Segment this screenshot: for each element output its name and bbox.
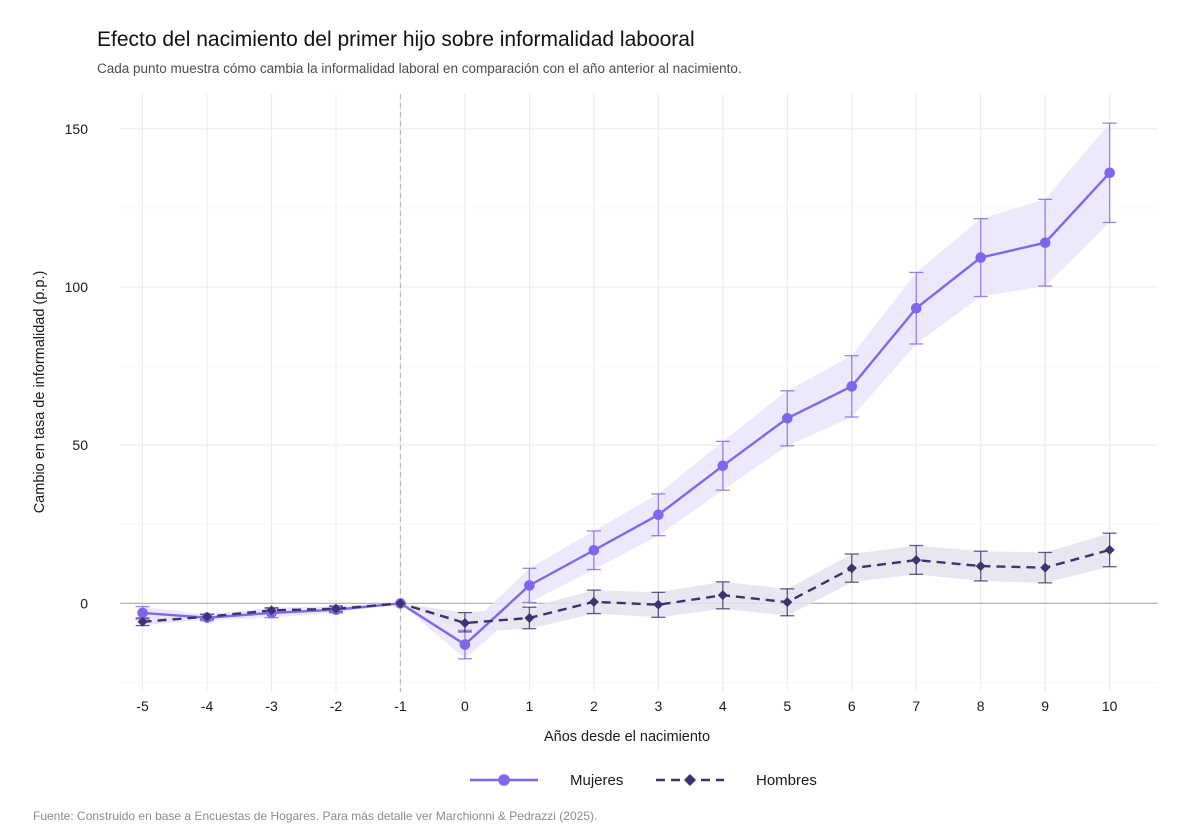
x-tick-label: 4: [719, 698, 727, 714]
data-point-hombres: [202, 611, 213, 622]
data-point-hombres: [266, 605, 277, 616]
confidence-band-hombres: [142, 533, 1110, 632]
y-tick-label: 0: [80, 595, 88, 611]
data-point-hombres: [459, 618, 470, 629]
data-point-hombres: [524, 612, 535, 623]
data-point-hombres: [846, 563, 857, 574]
x-tick-label: 6: [848, 698, 856, 714]
data-point-mujeres: [717, 460, 729, 472]
x-tick-label: 9: [1041, 698, 1049, 714]
data-point-hombres: [137, 616, 148, 627]
series-line-mujeres: [142, 171, 1111, 646]
data-point-hombres: [395, 598, 406, 609]
data-point-hombres: [911, 555, 922, 566]
tick-labels: 0 50 100 150 -5 -4 -3 -2 -1 0 1 2 3 4 5 6 7 8 9 10: [65, 121, 1118, 714]
data-point-hombres: [330, 603, 341, 614]
data-point-hombres: [653, 599, 664, 610]
confidence-bands: [142, 123, 1110, 659]
data-point-mujeres: [975, 252, 987, 263]
legend-item-hombres: Hombres: [656, 772, 817, 789]
x-tick-label: 8: [977, 698, 985, 714]
y-tick-label: 50: [72, 437, 88, 453]
chart-caption: Fuente: Construido en base a Encuestas d…: [33, 809, 598, 823]
x-tick-label: 2: [590, 698, 598, 714]
data-point-hombres: [782, 597, 793, 608]
x-tick-label: -2: [330, 698, 343, 714]
data-point-hombres: [975, 561, 986, 572]
data-point-hombres: [588, 596, 599, 607]
data-point-mujeres: [1039, 237, 1051, 249]
x-tick-label: 7: [912, 698, 920, 714]
x-axis-title: Años desde el nacimiento: [544, 729, 710, 745]
data-point-mujeres: [588, 544, 600, 556]
y-tick-label: 150: [65, 121, 89, 137]
series-points: [137, 167, 1115, 650]
data-point-mujeres: [910, 302, 922, 314]
legend-marker-hombres: [684, 774, 696, 786]
x-tick-label: 0: [461, 698, 469, 714]
data-point-mujeres: [459, 639, 471, 650]
y-tick-label: 100: [65, 279, 89, 295]
data-point-mujeres: [653, 509, 664, 521]
y-axis-title: Cambio en tasa de informalidad (p.p.): [32, 271, 48, 514]
x-tick-label: -3: [265, 698, 278, 714]
legend-marker-mujeres: [498, 774, 510, 786]
x-tick-label: -4: [201, 698, 214, 714]
data-point-mujeres: [1104, 167, 1115, 179]
x-tick-label: -1: [394, 698, 407, 714]
data-point-hombres: [1104, 544, 1115, 555]
series-lines: [142, 171, 1111, 646]
x-tick-label: -5: [136, 698, 149, 714]
data-point-mujeres: [524, 580, 535, 591]
x-tick-label: 1: [525, 698, 533, 714]
chart-subtitle: Cada punto muestra cómo cambia la inform…: [97, 61, 742, 76]
legend-label-hombres: Hombres: [756, 772, 817, 789]
chart-title: Efecto del nacimiento del primer hijo so…: [97, 28, 695, 51]
x-tick-label: 5: [783, 698, 791, 714]
data-point-mujeres: [846, 381, 858, 392]
confidence-band-mujeres: [142, 123, 1110, 659]
x-tick-label: 3: [654, 698, 662, 714]
legend-label-mujeres: Mujeres: [570, 772, 623, 789]
data-point-hombres: [717, 590, 728, 601]
legend: Mujeres Hombres: [470, 772, 817, 789]
legend-item-mujeres: Mujeres: [470, 772, 623, 789]
data-point-mujeres: [137, 607, 148, 619]
data-point-hombres: [1040, 562, 1051, 573]
data-point-mujeres: [781, 413, 793, 424]
x-tick-label: 10: [1102, 698, 1118, 714]
